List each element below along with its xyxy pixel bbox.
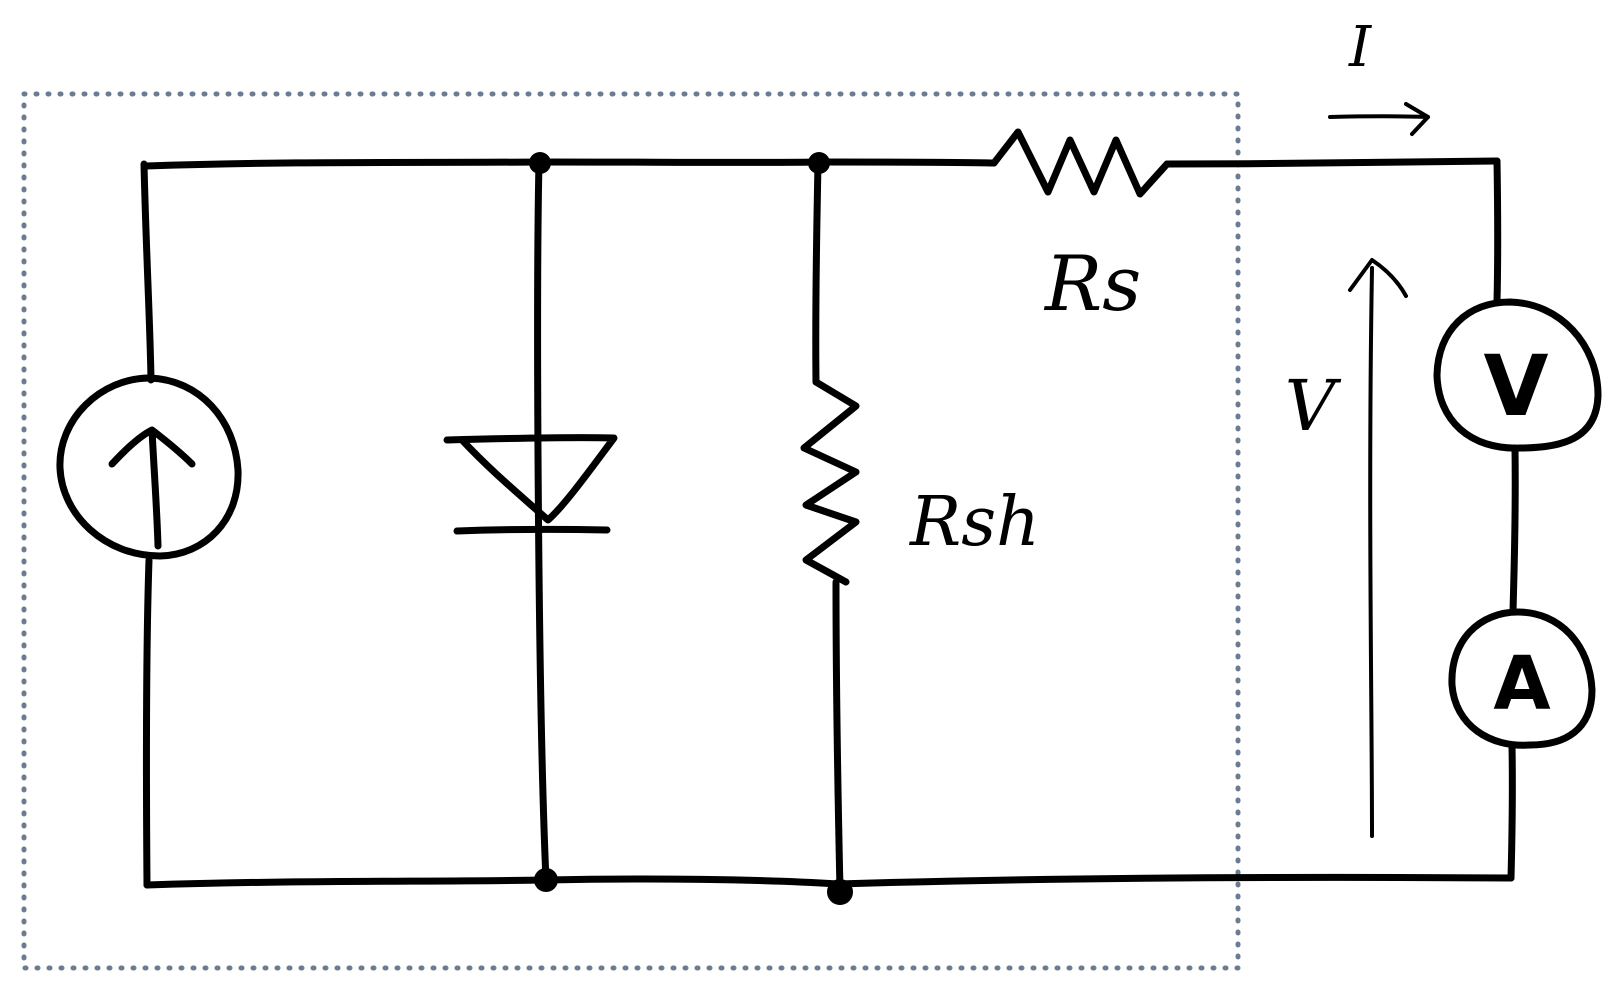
node-bottom-diode: [534, 868, 558, 892]
voltage-label: V: [1285, 365, 1342, 447]
shunt-resistor-zigzag: [800, 378, 860, 586]
source-wire-top: [140, 160, 155, 384]
ammeter-symbol: A: [1493, 641, 1550, 727]
cell-boundary-box: [21, 91, 1241, 971]
node-top-diode: [529, 152, 551, 174]
top-wire-right: [1163, 157, 1501, 168]
bottom-wire: [143, 873, 1515, 889]
current-source-circle: [56, 374, 242, 560]
series-resistor-zigzag: [990, 128, 1171, 198]
source-wire-bottom: [142, 556, 153, 889]
node-bottom-shunt: [827, 879, 853, 905]
current-source-arrow: [108, 426, 196, 550]
voltage-arrow: [1348, 258, 1408, 838]
meter-wire-bottom: [1507, 741, 1516, 882]
meter-wire-top: [1493, 157, 1502, 306]
node-top-shunt: [808, 152, 830, 174]
series-resistor-label: Rs: [1043, 239, 1141, 328]
diode-triangle: [443, 434, 618, 524]
voltmeter-circle: [1433, 298, 1602, 452]
shunt-resistor-label: Rsh: [908, 483, 1040, 562]
diode-bar: [453, 525, 611, 535]
voltmeter-symbol: V: [1483, 337, 1548, 435]
current-label: I: [1348, 15, 1373, 80]
meter-wire-middle: [1509, 444, 1519, 616]
top-wire: [142, 158, 998, 170]
diode-wire: [534, 158, 550, 884]
ammeter-circle: [1448, 608, 1596, 749]
shunt-wire-bottom: [832, 578, 844, 894]
shunt-wire-top: [812, 158, 822, 386]
current-arrow: [1328, 102, 1430, 136]
